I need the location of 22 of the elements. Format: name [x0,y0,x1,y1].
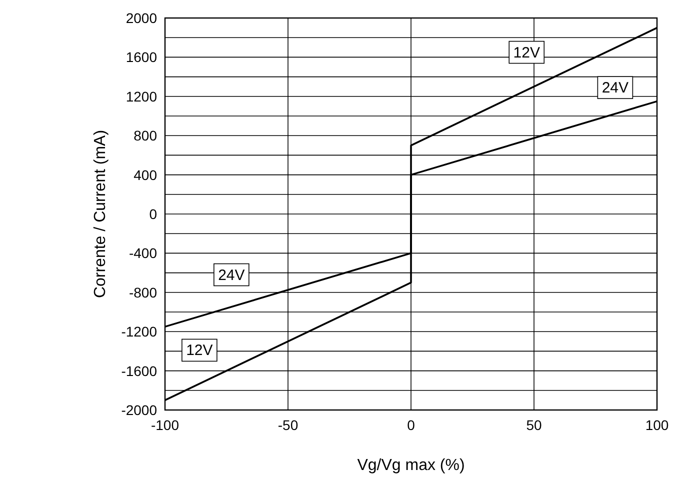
x-tick-label: 0 [407,417,416,433]
y-tick-label: 800 [134,128,158,144]
y-tick-label: 1600 [126,49,158,66]
annotation: 12V [186,342,213,360]
x-axis-title: Vg/Vg max (%) [357,457,465,474]
y-tick-label: 1200 [126,88,158,104]
annotation: 24V [218,266,245,284]
y-tick-label: 2000 [126,10,158,26]
y-tick-label: 400 [134,166,158,183]
y-tick-label: 0 [149,206,158,222]
y-axis-title: Corrente / Current (mA) [92,130,109,298]
y-tick-label: -1200 [121,324,158,340]
x-tick-label: -100 [150,417,180,433]
annotation: 12V [513,44,540,62]
x-tick-label: 100 [645,417,669,433]
y-tick-label: -1600 [121,362,158,379]
y-tick-label: -800 [128,284,158,300]
y-tick-label: -2000 [121,402,158,418]
x-tick-label: -50 [278,417,298,433]
annotation: 24V [602,80,629,97]
y-tick-label: -400 [128,245,158,262]
x-tick-label: 50 [526,417,542,433]
